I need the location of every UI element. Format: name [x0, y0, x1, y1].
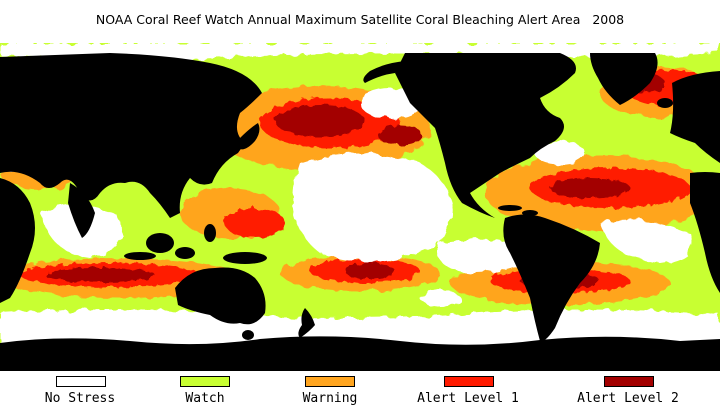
- tasmania-island: [242, 330, 254, 340]
- map-title: NOAA Coral Reef Watch Annual Maximum Sat…: [95, 12, 625, 27]
- south-america-landmass: [503, 214, 600, 342]
- legend-swatch-no-stress: [56, 376, 106, 387]
- alaska-landmass: [363, 61, 405, 83]
- antarctica-landmass: [0, 336, 720, 371]
- legend-label-alert-level-2: Alert Level 2: [577, 391, 679, 406]
- legend-swatch-warning: [305, 376, 355, 387]
- asia-landmass: [0, 53, 262, 218]
- japan-island: [240, 123, 260, 150]
- north-america-landmass: [395, 53, 576, 218]
- greenland-landmass: [590, 53, 658, 105]
- australia-landmass: [175, 267, 266, 325]
- caribbean-islands: [498, 205, 538, 216]
- iceland-island: [657, 98, 673, 108]
- legend-label-watch: Watch: [185, 391, 225, 406]
- maritime-southeast-asia: [124, 224, 267, 264]
- india-landmass: [68, 183, 95, 238]
- legend-swatch-alert-level-2: [604, 376, 654, 387]
- africa-west-landmass: [690, 172, 720, 293]
- legend-label-warning: Warning: [302, 391, 358, 406]
- legend-label-alert-level-1: Alert Level 1: [417, 391, 519, 406]
- africa-east-landmass: [0, 178, 35, 303]
- legend-label-no-stress: No Stress: [44, 391, 116, 406]
- legend-swatch-alert-level-1: [444, 376, 494, 387]
- legend-swatch-watch: [180, 376, 230, 387]
- europe-landmass: [670, 71, 720, 163]
- bleaching-alert-map: [0, 43, 720, 371]
- new-zealand-islands: [298, 308, 315, 338]
